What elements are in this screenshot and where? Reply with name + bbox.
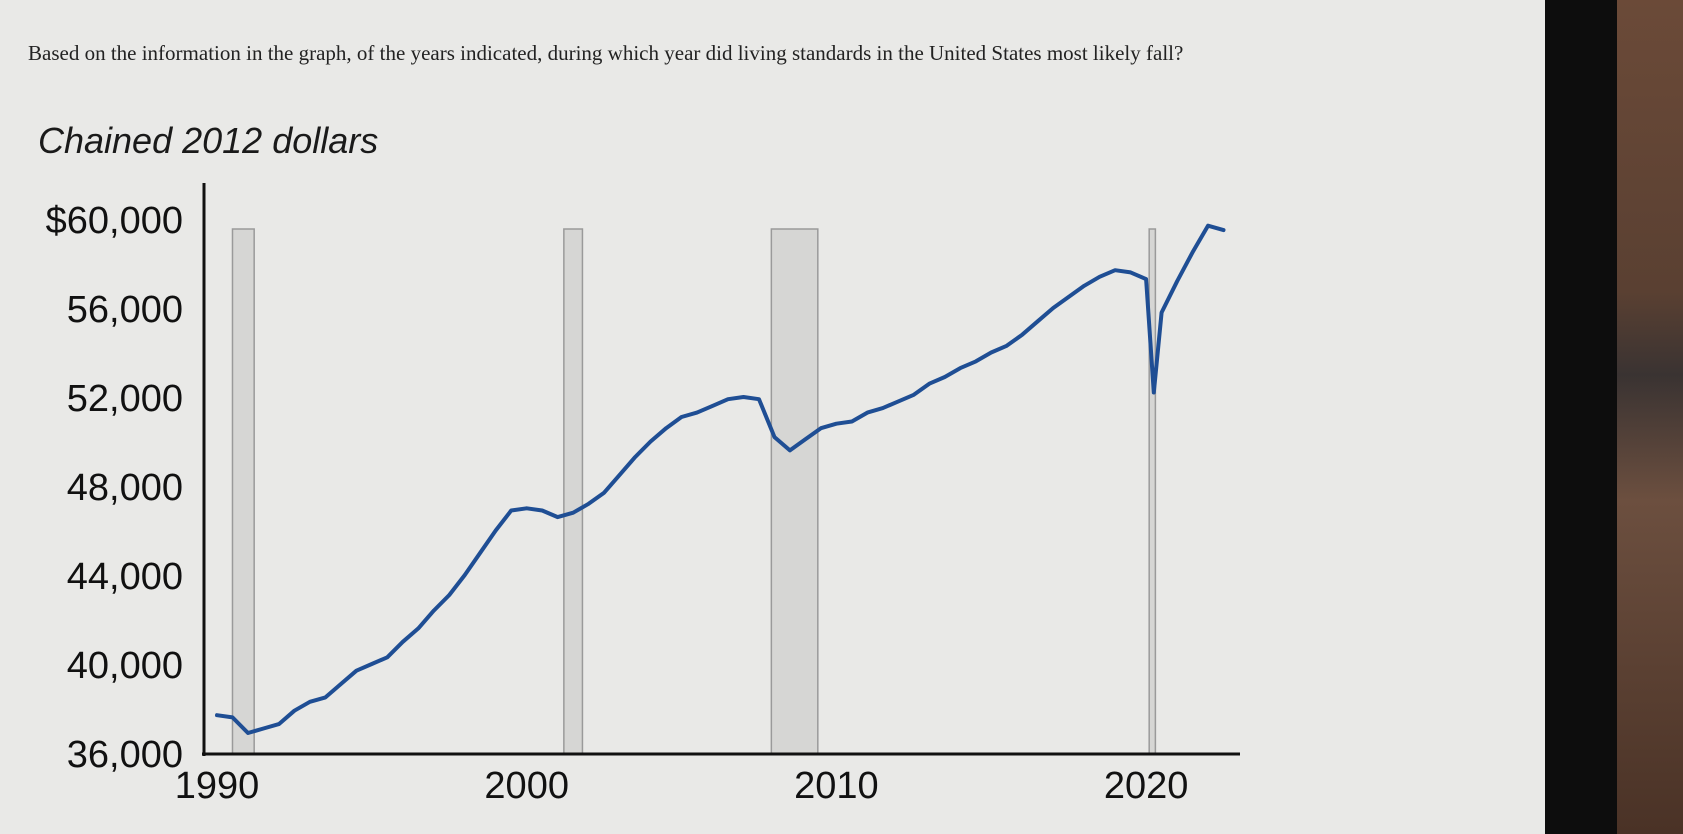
data-point <box>602 491 606 495</box>
data-point <box>757 397 761 401</box>
data-point <box>741 395 746 399</box>
data-point <box>834 422 838 426</box>
x-tick-labels: 1990 2000 2010 2020 <box>175 765 1189 807</box>
x-tick-label: 1990 <box>175 765 260 807</box>
data-point <box>323 695 327 699</box>
data-point <box>308 700 312 704</box>
data-point <box>1020 333 1024 337</box>
data-point <box>1113 268 1117 272</box>
recession-bands <box>231 228 1157 755</box>
data-point <box>277 722 281 726</box>
data-point <box>1144 277 1148 281</box>
series-lines <box>215 223 1226 735</box>
data-point <box>912 393 916 397</box>
chart: 36,000 40,000 44,000 48,000 52,000 56,000 $60,… <box>46 183 1240 807</box>
data-point <box>292 709 297 713</box>
x-tick-label: 2020 <box>1104 765 1189 807</box>
y-tick-label: 44,000 <box>67 556 183 598</box>
data-point <box>679 415 684 419</box>
data-point <box>1190 250 1195 254</box>
data-point <box>772 435 777 439</box>
data-point <box>478 551 482 555</box>
data-point <box>648 439 653 444</box>
data-point <box>633 455 637 459</box>
data-point <box>1036 319 1040 323</box>
data-point <box>1098 275 1102 279</box>
data-point <box>215 713 219 717</box>
data-point <box>509 508 513 513</box>
data-point <box>850 419 854 424</box>
y-tick-label: 40,000 <box>67 645 183 687</box>
data-point <box>401 640 405 644</box>
y-tick-label: 56,000 <box>67 289 183 331</box>
data-point <box>1051 306 1055 310</box>
data-point <box>726 397 730 401</box>
data-point <box>943 375 947 379</box>
monitor-bezel <box>1545 0 1617 834</box>
y-tick-label: 48,000 <box>67 467 183 509</box>
y-tick-label: $60,000 <box>46 200 183 242</box>
background-surface <box>1617 0 1683 834</box>
data-point <box>1129 270 1133 274</box>
recession-band-4 <box>1148 228 1157 755</box>
data-point <box>974 359 978 363</box>
x-tick-label: 2010 <box>794 765 879 807</box>
data-point <box>463 573 467 577</box>
data-point <box>540 508 544 513</box>
data-point <box>339 682 343 686</box>
data-point <box>927 382 931 386</box>
data-point <box>865 410 869 415</box>
y-tick-label: 52,000 <box>67 378 183 420</box>
data-point <box>819 426 823 430</box>
data-point <box>1159 310 1164 315</box>
recession-band-1 <box>231 228 255 755</box>
data-point <box>788 448 792 452</box>
data-point <box>618 473 622 477</box>
data-point <box>958 366 962 370</box>
x-tick-label: 2000 <box>484 765 569 807</box>
data-point <box>525 506 529 510</box>
data-point <box>447 593 451 597</box>
data-point <box>432 609 436 613</box>
chart-title: Chained 2012 dollars <box>38 120 379 161</box>
data-point <box>1206 224 1210 228</box>
data-point <box>571 511 575 515</box>
data-point <box>1152 390 1156 395</box>
data-point <box>416 626 420 631</box>
series-line-1 <box>215 223 1226 735</box>
screen: Based on the information in the graph, o… <box>0 0 1545 834</box>
data-point <box>1082 284 1086 288</box>
recession-band-2 <box>563 228 584 755</box>
data-point <box>896 399 900 404</box>
data-point <box>261 726 266 731</box>
data-point <box>881 406 885 410</box>
recession-band-3 <box>770 228 819 755</box>
data-point <box>230 715 235 720</box>
data-point <box>1175 279 1179 283</box>
data-point <box>695 410 699 415</box>
data-point <box>246 731 250 735</box>
y-tick-labels: 36,000 40,000 44,000 48,000 52,000 56,000 $60,… <box>46 200 183 776</box>
data-point <box>556 515 560 519</box>
question-text: Based on the information in the graph, o… <box>28 41 1184 65</box>
data-point <box>803 437 808 441</box>
data-point <box>664 426 668 430</box>
data-point <box>494 528 498 533</box>
data-point <box>710 404 715 408</box>
data-point <box>1221 228 1226 232</box>
data-point <box>587 502 591 506</box>
data-point <box>385 655 389 659</box>
data-point <box>370 662 374 666</box>
y-tick-label: 36,000 <box>67 734 183 776</box>
data-point <box>1067 295 1071 299</box>
data-point <box>354 669 358 673</box>
data-point <box>1005 344 1009 348</box>
data-point <box>989 350 993 355</box>
